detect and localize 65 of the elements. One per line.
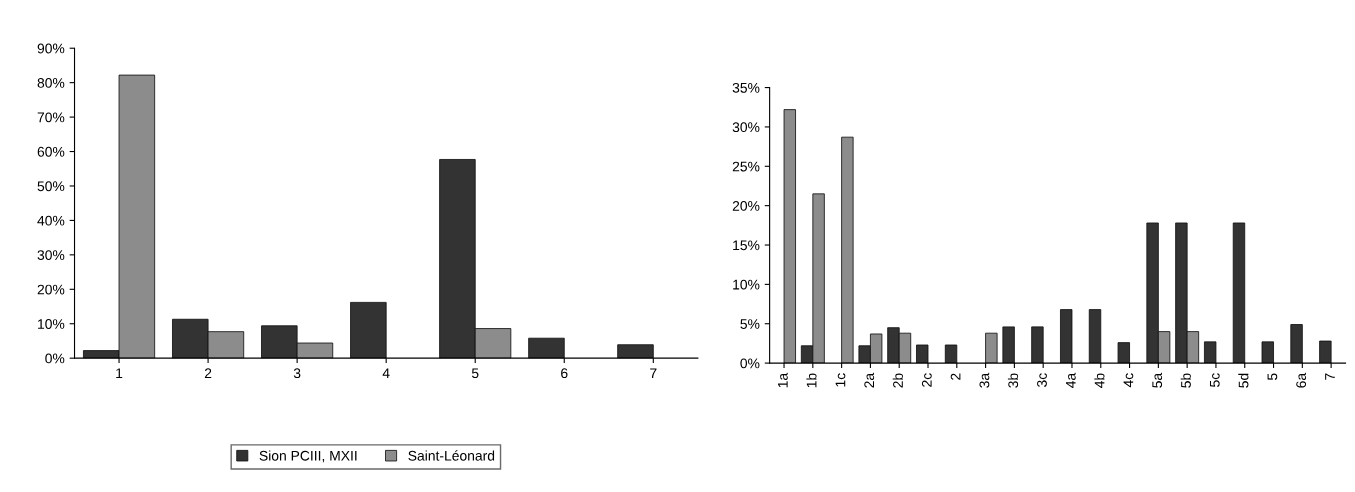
bar [350,301,387,359]
y-tick-label: 30% [732,122,760,133]
x-tick-label: 5c [1209,373,1220,387]
x-tick-label: 2 [950,373,961,380]
bar [1204,341,1217,364]
x-tick-label: 4c [1123,373,1134,388]
y-tick-label: 25% [732,161,760,172]
bar [1117,342,1130,364]
x-tick-label: 4 [382,368,390,378]
x-tick-label: 6a [1296,372,1307,388]
bar [841,136,854,364]
x-tick-label: 4b [1094,373,1105,388]
x-tick-label: 2b [892,373,903,388]
x-tick-label: 1c [835,373,846,387]
bar [1060,309,1073,364]
y-tick-label: 80% [37,77,65,88]
bar [528,337,565,359]
x-tick-label: 3b [1007,373,1019,388]
x-tick-label: 2 [204,368,212,378]
x-tick-label: 5b [1180,373,1191,388]
y-tick-label: 40% [37,215,65,226]
y-tick-label: 70% [37,112,65,123]
bar [1290,324,1303,364]
bar [1319,340,1332,364]
bar [1088,309,1102,364]
bar [1232,222,1246,364]
bar [944,344,958,364]
bar [985,332,998,364]
y-tick-label: 50% [37,181,65,192]
x-tick-label: 5 [1267,373,1278,380]
y-tick-label: 10% [733,279,760,290]
y-tick-label: 5% [740,319,760,329]
y-tick-label: 20% [37,284,65,295]
x-tick-label: 2a [864,372,875,388]
y-tick-label: 0% [740,358,760,369]
bar [1031,326,1044,364]
x-tick-label: 1a [778,372,788,388]
y-tick-label: 60% [37,146,65,157]
x-tick-label: 3c [1037,373,1047,387]
y-tick-label: 0% [45,353,65,364]
x-tick-label: 6 [561,368,568,379]
x-tick-label: 5d [1238,373,1249,388]
x-tick-label: 7 [1325,373,1335,380]
legend-label: Sion PCIII, MXII [259,450,357,463]
x-tick-label: 3a [979,372,990,388]
y-tick-label: 20% [732,200,760,211]
y-tick-label: 15% [733,240,760,251]
bar [916,344,929,364]
y-tick-label: 30% [37,250,65,261]
x-tick-label: 3 [293,368,301,379]
y-tick-label: 90% [37,43,65,54]
x-tick-label: 7 [650,368,657,378]
bar [783,109,796,364]
bar [617,344,654,359]
x-tick-label: 1b [806,373,817,388]
x-tick-label: 5 [471,368,479,379]
bar [1002,326,1015,364]
x-tick-label: 4a [1066,372,1076,388]
y-tick-label: 10% [38,319,65,329]
x-tick-label: 2c [921,373,932,387]
x-tick-label: 1 [116,368,123,378]
x-tick-label: 5a [1152,372,1163,388]
y-tick-label: 35% [732,82,760,93]
legend-label: Saint-Léonard [408,450,495,461]
bar [1261,341,1274,364]
